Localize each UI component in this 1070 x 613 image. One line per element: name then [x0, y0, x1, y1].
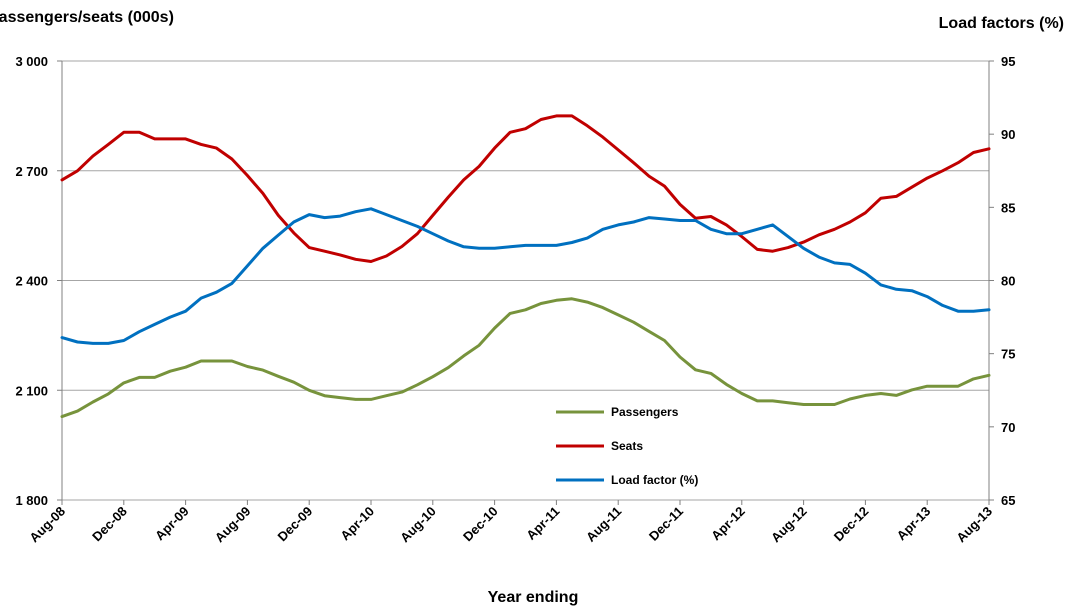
x-tick-label: Apr-10	[337, 504, 377, 544]
left-tick-label: 2 700	[15, 164, 48, 179]
legend-label-seats: Seats	[611, 439, 643, 453]
right-axis-ticks: 65 70 75 80 85 90 95	[989, 54, 1015, 508]
x-tick-label: Aug-12	[768, 504, 810, 546]
right-tick-label: 95	[1001, 54, 1015, 69]
right-tick-label: 85	[1001, 200, 1015, 215]
x-tick-label: Dec-12	[831, 504, 872, 545]
gridlines	[62, 60, 989, 501]
right-tick-label: 70	[1001, 420, 1015, 435]
x-tick-label: Dec-10	[460, 504, 501, 545]
left-axis-title: Passengers/seats (000s)	[0, 9, 174, 26]
left-tick-label: 2 100	[15, 383, 48, 398]
series-lines	[60, 114, 991, 419]
left-tick-label: 3 000	[15, 54, 48, 69]
x-tick-label: Aug-11	[583, 504, 624, 545]
series-line-passengers	[60, 297, 991, 419]
legend-label-load-factor: Load factor (%)	[611, 473, 698, 487]
series-line-seats	[60, 114, 991, 263]
x-tick-label: Aug-13	[953, 504, 995, 546]
legend: Passengers Seats Load factor (%)	[556, 405, 698, 487]
x-tick-label: Apr-13	[894, 504, 934, 544]
left-axis-ticks: 1 800 2 100 2 400 2 700 3 000	[15, 54, 62, 508]
right-tick-label: 90	[1001, 127, 1015, 142]
x-tick-label: Apr-09	[152, 504, 192, 544]
x-tick-label: Aug-10	[397, 504, 439, 546]
x-tick-label: Apr-11	[523, 504, 562, 543]
left-tick-label: 1 800	[15, 493, 48, 508]
series-line-load-factor	[60, 207, 991, 345]
right-tick-label: 80	[1001, 274, 1015, 289]
legend-label-passengers: Passengers	[611, 405, 679, 419]
x-tick-label: Dec-11	[646, 504, 686, 544]
x-tick-label: Aug-08	[26, 504, 68, 546]
right-tick-label: 75	[1001, 347, 1015, 362]
x-tick-label: Apr-12	[708, 504, 748, 544]
x-tick-label: Dec-09	[275, 504, 316, 545]
x-axis-title: Year ending	[488, 589, 579, 606]
x-tick-label: Dec-08	[89, 504, 130, 545]
left-tick-label: 2 400	[15, 274, 48, 289]
right-axis-title: Load factors (%)	[939, 15, 1064, 32]
x-axis-ticks: Aug-08 Dec-08 Apr-09 Aug-09 Dec-09 Apr-10 Aug-…	[26, 500, 995, 545]
x-tick-label: Aug-09	[212, 504, 254, 546]
right-tick-label: 65	[1001, 493, 1015, 508]
